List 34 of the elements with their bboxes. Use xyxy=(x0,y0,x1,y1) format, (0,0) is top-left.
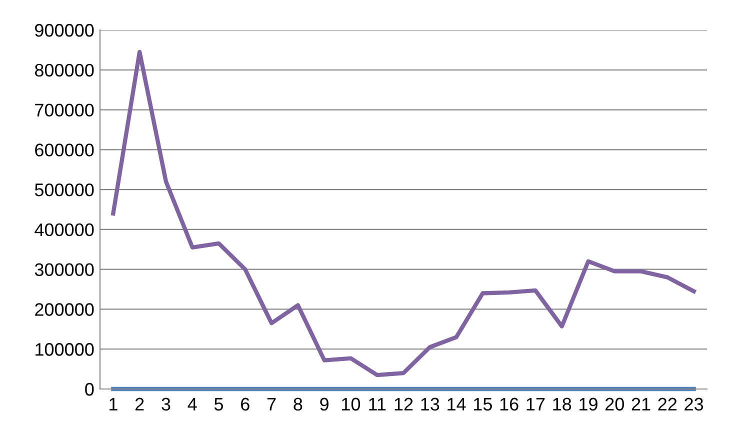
y-tick-label: 500000 xyxy=(34,183,94,196)
x-tick-label: 7 xyxy=(267,398,276,410)
x-tick-label: 9 xyxy=(320,398,328,411)
x-tick-label: 22 xyxy=(658,398,677,410)
y-tick-label: 0 xyxy=(85,382,94,396)
x-tick-label: 12 xyxy=(394,398,413,410)
y-tick-label: 300000 xyxy=(34,263,94,276)
y-tick-label: 200000 xyxy=(35,303,94,316)
x-tick-label: 14 xyxy=(448,398,466,410)
x-tick-label: 17 xyxy=(526,398,545,410)
y-tick-label: 100000 xyxy=(36,343,94,356)
x-tick-label: 21 xyxy=(632,398,650,410)
x-tick-label: 2 xyxy=(135,398,144,410)
x-tick-label: 13 xyxy=(421,398,440,411)
y-tick-label: 800000 xyxy=(34,64,94,77)
y-tick-label: 700000 xyxy=(35,104,94,116)
x-tick-label: 6 xyxy=(241,398,250,411)
y-tick-label: 900000 xyxy=(35,24,94,37)
x-tick-label: 18 xyxy=(553,398,572,411)
x-tick-label: 23 xyxy=(684,398,704,411)
x-tick-label: 8 xyxy=(294,398,302,411)
y-tick-label: 600000 xyxy=(35,144,94,156)
x-tick-label: 3 xyxy=(162,398,170,411)
line-series xyxy=(111,50,696,378)
x-tick-label: 16 xyxy=(500,398,518,411)
x-tick-label: 20 xyxy=(606,398,624,411)
x-tick-label: 15 xyxy=(474,398,492,411)
y-tick-label: 400000 xyxy=(34,223,94,236)
x-tick-label: 11 xyxy=(369,398,386,410)
x-tick-label: 10 xyxy=(342,398,360,411)
x-tick-label: 5 xyxy=(214,398,224,411)
x-tick-label: 4 xyxy=(188,398,197,410)
x-tick-label: 19 xyxy=(580,398,598,411)
x-tick-label: 1 xyxy=(110,398,118,410)
